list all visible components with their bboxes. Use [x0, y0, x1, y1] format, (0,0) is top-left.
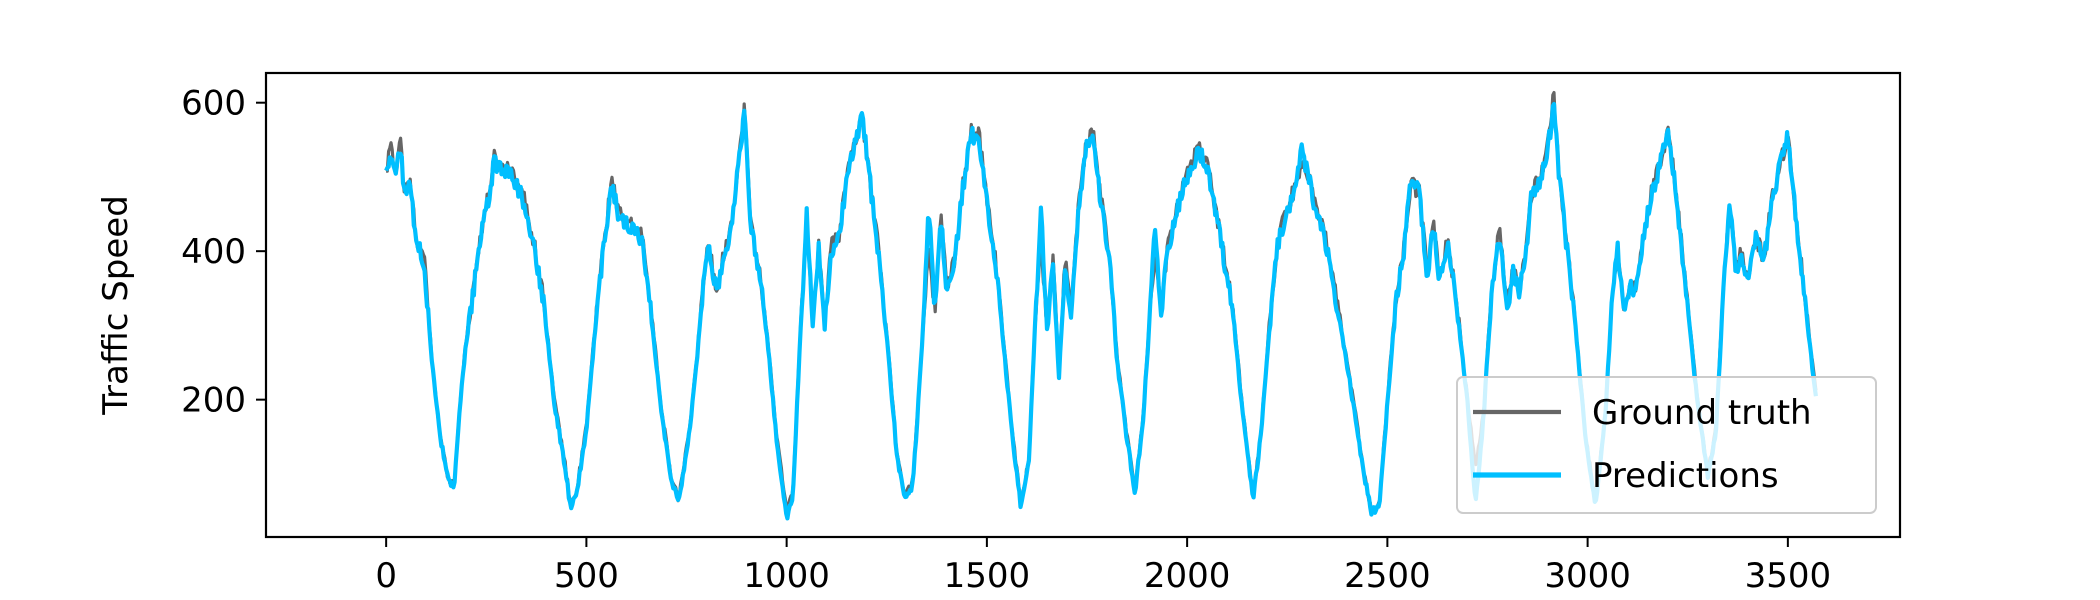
- legend-box: [1456, 376, 1877, 514]
- x-tick: 0: [375, 537, 397, 596]
- x-tick-label: 2500: [1344, 556, 1431, 596]
- y-axis-label-group: Traffic Speed: [96, 195, 136, 416]
- y-tick: 200: [181, 381, 266, 421]
- y-axis-ticks: 200 400 600: [181, 84, 266, 421]
- x-tick-label: 500: [554, 556, 619, 596]
- x-tick: 3500: [1745, 537, 1832, 596]
- x-tick: 3000: [1544, 537, 1631, 596]
- plot-frame: [264, 71, 1902, 539]
- x-tick: 500: [554, 537, 619, 596]
- series-line-predictions: [384, 101, 1818, 521]
- x-tick-label: 1500: [944, 556, 1031, 596]
- legend-label: Predictions: [1592, 456, 1779, 496]
- y-axis-label: Traffic Speed: [96, 195, 136, 416]
- series-layer: [384, 91, 1818, 521]
- x-tick-label: 2000: [1144, 556, 1231, 596]
- x-axis-ticks: 0 500 1000 1500 2000 2500 3000 3500: [375, 537, 1831, 596]
- x-tick: 2000: [1144, 537, 1231, 596]
- x-tick: 1000: [743, 537, 830, 596]
- x-tick: 1500: [944, 537, 1031, 596]
- x-tick-label: 1000: [743, 556, 830, 596]
- legend-label: Ground truth: [1592, 393, 1812, 433]
- y-tick-label: 400: [181, 232, 246, 272]
- y-tick-label: 600: [181, 84, 246, 124]
- x-tick-label: 3500: [1745, 556, 1832, 596]
- x-tick-label: 0: [375, 556, 397, 596]
- y-tick-label: 200: [181, 381, 246, 421]
- x-tick-label: 3000: [1544, 556, 1631, 596]
- legend: Ground truth Predictions: [1456, 376, 1877, 514]
- x-tick: 2500: [1344, 537, 1431, 596]
- y-tick: 600: [181, 84, 266, 124]
- y-tick: 400: [181, 232, 266, 272]
